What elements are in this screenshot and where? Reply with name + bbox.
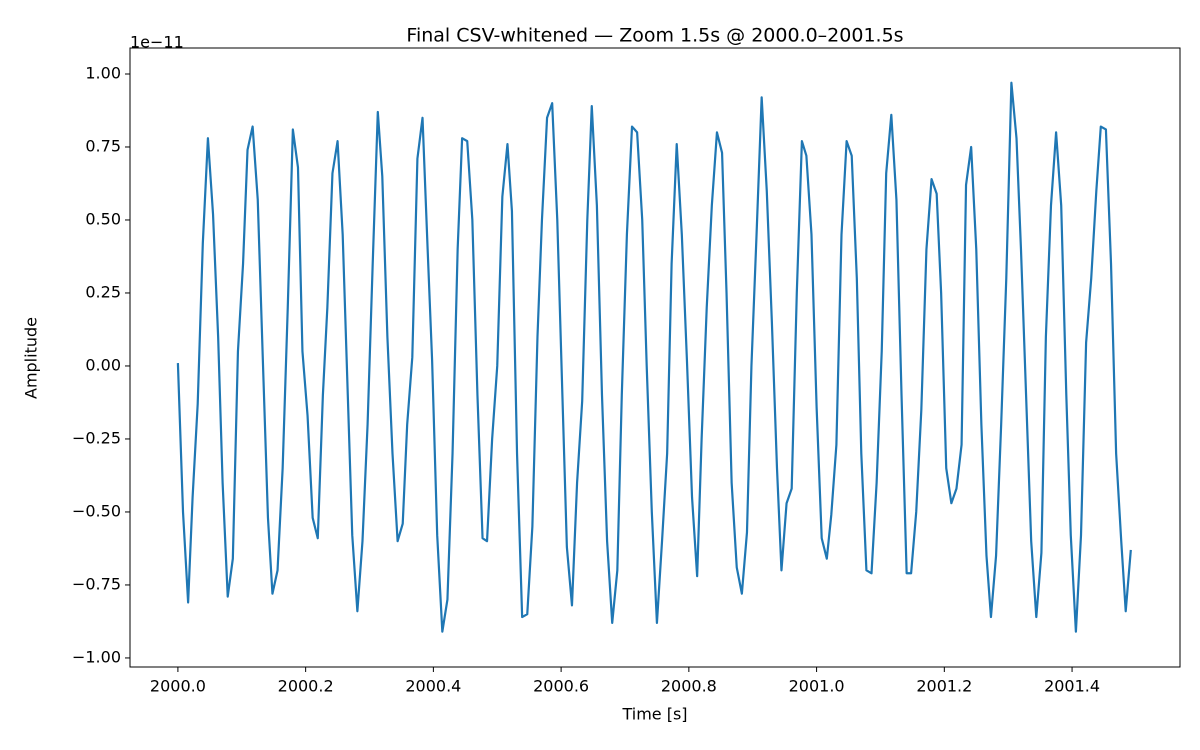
y-tick-label: −0.50 [72, 501, 121, 520]
y-tick-label: −0.75 [72, 574, 121, 593]
y-tick-label: 0.75 [85, 136, 121, 155]
y-tick-label: 0.25 [85, 282, 121, 301]
x-tick-label: 2001.0 [789, 677, 845, 696]
x-tick-label: 2000.8 [661, 677, 717, 696]
x-tick-label: 2000.0 [150, 677, 206, 696]
x-axis-label: Time [s] [621, 705, 687, 724]
y-axis-label: Amplitude [22, 317, 41, 399]
x-tick-label: 2001.2 [916, 677, 972, 696]
chart-title: Final CSV-whitened — Zoom 1.5s @ 2000.0–… [406, 25, 903, 47]
plot-frame [129, 47, 1181, 668]
y-tick-label: −0.25 [72, 428, 121, 447]
x-tick-label: 2001.4 [1044, 677, 1100, 696]
y-tick-label: −1.00 [72, 647, 121, 666]
x-tick-label: 2000.4 [405, 677, 461, 696]
y-tick-label: 1.00 [85, 63, 121, 82]
y-offset-text: 1e−11 [130, 33, 184, 52]
y-tick-label: 0.50 [85, 209, 121, 228]
data-line [176, 81, 1132, 633]
x-tick-label: 2000.2 [278, 677, 334, 696]
x-tick-label: 2000.6 [533, 677, 589, 696]
y-tick-label: 0.00 [85, 355, 121, 374]
